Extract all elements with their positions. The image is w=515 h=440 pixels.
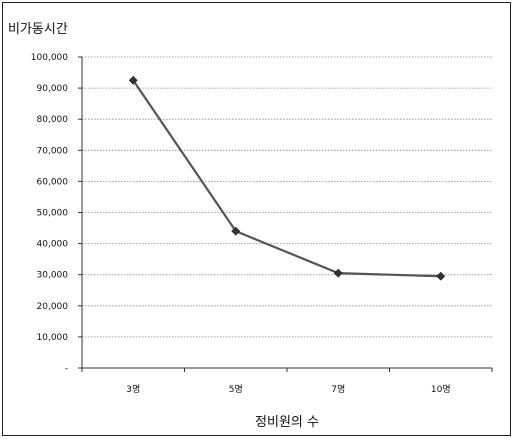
gridlines [82, 56, 492, 338]
y-axis-title: 비가동시간 [8, 22, 68, 37]
y-tick-label: 60,000 [37, 177, 69, 187]
x-tick-label: 10명 [431, 384, 451, 395]
chart-frame [2, 2, 511, 436]
y-tick-label: 30,000 [37, 271, 69, 281]
y-tick-label: 50,000 [37, 209, 69, 219]
data-point [231, 226, 241, 236]
data-point [128, 75, 138, 85]
x-axis-ticks: 3명 5명 7명 10명 [81, 368, 493, 395]
y-tick-label: 100,000 [31, 53, 68, 63]
x-axis-title: 정비원의 수 [255, 415, 319, 430]
y-tick-label: 80,000 [37, 115, 69, 125]
data-point [436, 271, 446, 281]
x-tick-label: 3명 [126, 384, 140, 395]
x-tick-label: 7명 [331, 384, 345, 395]
y-axis-ticks: - 10,000 20,000 30,000 40,000 50,000 60,000 70,… [31, 53, 82, 374]
y-tick-label: 20,000 [37, 302, 69, 312]
series-group [128, 75, 446, 281]
y-tick-label: 70,000 [37, 146, 69, 156]
x-tick-label: 5명 [229, 384, 243, 395]
y-tick-label: 90,000 [37, 84, 69, 94]
data-point [333, 268, 343, 278]
y-tick-label: 40,000 [37, 240, 69, 250]
series-line [132, 79, 441, 278]
y-tick-label: - [65, 364, 68, 374]
y-tick-label: 10,000 [37, 333, 69, 343]
